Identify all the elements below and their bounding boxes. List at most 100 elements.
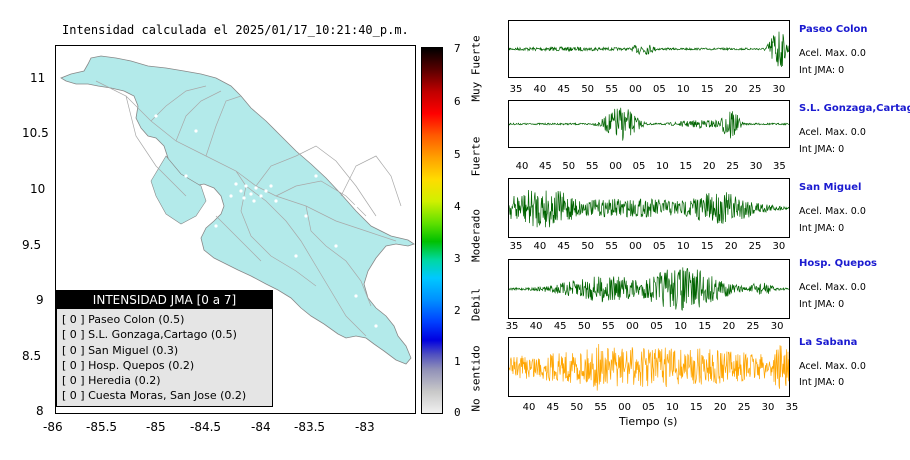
time-tick-label: 05 — [632, 161, 646, 172]
x-tick-label: -83.5 — [294, 420, 326, 434]
time-tick-label: 05 — [650, 321, 663, 332]
station-acel: Acel. Max. 0.0 — [799, 48, 866, 59]
time-tick-label: 30 — [772, 241, 786, 252]
time-tick-label: 50 — [577, 321, 591, 332]
station-name: La Sabana — [799, 337, 858, 348]
time-tick-label: 05 — [653, 241, 666, 252]
station-int: Int JMA: 0 — [799, 144, 845, 155]
time-tick-label: 55 — [585, 161, 599, 172]
x-tick-label: -86 — [43, 420, 63, 434]
station-int: Int JMA: 0 — [799, 223, 845, 234]
station-name: S.L. Gonzaga,Cartago — [799, 103, 910, 114]
time-tick-label: 45 — [557, 241, 571, 252]
time-tick-label: 25 — [737, 402, 751, 413]
time-tick-label: 20 — [722, 321, 736, 332]
colorbar-tick: 5 — [454, 148, 461, 161]
time-tick-label: 15 — [689, 402, 703, 413]
x-tick-label: -85.5 — [86, 420, 118, 434]
map-canvas — [60, 55, 415, 365]
time-tick-label: 30 — [770, 321, 784, 332]
trace-panel-0 — [508, 20, 790, 78]
time-tick-label: 00 — [629, 84, 642, 95]
chart-title: Intensidad calculada el 2025/01/17_10:21… — [62, 23, 409, 37]
station-acel: Acel. Max. 0.0 — [799, 361, 866, 372]
intensity-word: Debil — [469, 287, 483, 322]
seismogram-trace — [509, 267, 789, 311]
time-tick-label: 50 — [581, 241, 595, 252]
city-dots — [129, 114, 378, 328]
time-tick-label: 40 — [529, 321, 543, 332]
station-acel: Acel. Max. 0.0 — [799, 127, 866, 138]
time-tick-label: 10 — [676, 241, 690, 252]
colorbar-tick: 4 — [454, 200, 461, 213]
time-tick-label: 45 — [546, 402, 560, 413]
time-tick-label: 40 — [522, 402, 536, 413]
time-axis-title: Tiempo (s) — [619, 415, 678, 428]
time-tick-label: 15 — [700, 84, 714, 95]
time-tick-label: 05 — [642, 402, 655, 413]
y-tick-label: 11 — [30, 71, 46, 85]
trace-line — [509, 189, 789, 228]
y-tick-label: 10.5 — [22, 126, 49, 140]
time-tick-label: 20 — [724, 241, 738, 252]
time-tick-label: 15 — [700, 241, 714, 252]
intensity-word: No sentido — [469, 345, 483, 412]
colorbar-tick: 7 — [454, 42, 461, 55]
seismogram-trace — [509, 31, 789, 68]
legend-item: [ 0 ] Paseo Colon (0.5) — [62, 313, 185, 326]
station-name: Hosp. Quepos — [799, 258, 878, 269]
time-tick-label: 35 — [505, 321, 519, 332]
time-tick-label: 25 — [748, 84, 762, 95]
time-tick-label: 50 — [562, 161, 576, 172]
time-tick-label: 00 — [629, 241, 642, 252]
time-tick-label: 55 — [594, 402, 608, 413]
station-acel: Acel. Max. 0.0 — [799, 206, 866, 217]
time-tick-label: 10 — [674, 321, 688, 332]
time-tick-label: 45 — [539, 161, 552, 172]
y-tick-label: 9.5 — [22, 238, 42, 252]
station-acel: Acel. Max. 0.0 — [799, 282, 866, 293]
station-name: San Miguel — [799, 182, 862, 193]
time-tick-label: 30 — [761, 402, 775, 413]
x-tick-label: -84 — [251, 420, 271, 434]
intensity-word: Muy Fuerte — [469, 35, 483, 102]
trace-line — [509, 107, 789, 141]
time-tick-label: 35 — [785, 402, 799, 413]
time-tick-label: 40 — [533, 84, 547, 95]
costa-rica-landmass — [60, 55, 415, 365]
time-tick-label: 25 — [748, 241, 762, 252]
colorbar-tick: 2 — [454, 304, 461, 317]
station-int: Int JMA: 0 — [799, 377, 845, 388]
colorbar — [421, 47, 443, 414]
trace-line — [509, 267, 789, 311]
time-tick-label: 05 — [653, 84, 666, 95]
time-tick-label: 00 — [618, 402, 631, 413]
colorbar-tick: 6 — [454, 95, 461, 108]
legend-item: [ 0 ] S.L. Gonzaga,Cartago (0.5) — [62, 328, 237, 342]
x-tick-label: -84.5 — [190, 420, 222, 434]
time-tick-label: 20 — [724, 84, 738, 95]
colorbar-tick: 1 — [454, 355, 461, 368]
y-tick-label: 8 — [36, 404, 44, 418]
trace-panel-4 — [508, 337, 790, 397]
time-tick-label: 15 — [698, 321, 712, 332]
seismogram-trace — [509, 343, 789, 391]
time-tick-label: 10 — [656, 161, 669, 172]
time-tick-label: 55 — [602, 321, 615, 332]
station-int: Int JMA: 0 — [799, 65, 845, 76]
y-tick-label: 10 — [30, 182, 46, 196]
y-tick-label: 9 — [36, 293, 44, 307]
time-tick-label: 40 — [515, 161, 529, 172]
trace-line — [509, 31, 789, 68]
x-tick-label: -85 — [146, 420, 166, 434]
intensity-word: Fuerte — [469, 136, 483, 177]
trace-panel-3 — [508, 259, 790, 319]
time-tick-label: 15 — [679, 161, 693, 172]
colorbar-tick: 3 — [454, 252, 461, 265]
time-tick-label: 25 — [746, 321, 760, 332]
station-int: Int JMA: 0 — [799, 299, 845, 310]
time-tick-label: 00 — [609, 161, 622, 172]
x-tick-label: -83 — [355, 420, 375, 434]
time-tick-label: 50 — [581, 84, 595, 95]
time-tick-label: 30 — [772, 84, 786, 95]
